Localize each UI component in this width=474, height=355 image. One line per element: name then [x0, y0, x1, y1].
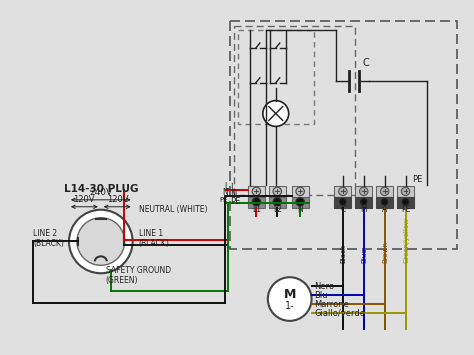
- Text: PE: PE: [412, 175, 422, 184]
- Text: M: M: [283, 288, 296, 301]
- Circle shape: [381, 187, 389, 196]
- Text: SAFETY GROUND
(GREEN): SAFETY GROUND (GREEN): [106, 266, 171, 285]
- Text: L: L: [230, 183, 235, 192]
- Circle shape: [359, 187, 368, 196]
- Text: L2: L2: [273, 205, 282, 214]
- Text: L1: L1: [252, 205, 261, 214]
- Text: PE: PE: [219, 197, 228, 203]
- Bar: [234, 26, 356, 195]
- Circle shape: [268, 277, 311, 321]
- Bar: [376, 197, 393, 208]
- Circle shape: [296, 198, 304, 206]
- Text: Blu: Blu: [315, 291, 328, 300]
- Bar: [335, 197, 351, 208]
- Bar: [269, 186, 286, 197]
- Circle shape: [402, 198, 409, 205]
- Text: LINE 1
(BLACK): LINE 1 (BLACK): [138, 229, 170, 248]
- Circle shape: [273, 198, 282, 206]
- Text: M: M: [360, 205, 367, 214]
- Text: PE: PE: [401, 205, 410, 214]
- Bar: [269, 197, 286, 208]
- Text: Marrone: Marrone: [315, 300, 349, 308]
- Bar: [397, 186, 414, 197]
- Text: N: N: [297, 205, 303, 214]
- Circle shape: [361, 198, 367, 205]
- Text: PE: PE: [230, 197, 240, 206]
- Bar: [248, 186, 265, 197]
- Bar: [397, 197, 414, 208]
- Text: Blue: Blue: [362, 248, 368, 263]
- Circle shape: [77, 218, 125, 265]
- Circle shape: [273, 187, 282, 196]
- Circle shape: [252, 187, 261, 196]
- Text: L: L: [224, 182, 228, 191]
- Text: C: C: [340, 205, 346, 214]
- Text: NEUTRAL (WHITE): NEUTRAL (WHITE): [138, 205, 207, 214]
- Text: Black: Black: [341, 244, 347, 263]
- Bar: [230, 21, 457, 250]
- Text: N: N: [222, 188, 228, 197]
- Bar: [292, 186, 309, 197]
- Text: 120V: 120V: [73, 195, 95, 204]
- Bar: [356, 186, 372, 197]
- Text: N: N: [230, 190, 237, 199]
- Text: Nero: Nero: [315, 282, 335, 291]
- Bar: [238, 30, 313, 124]
- Bar: [248, 197, 265, 208]
- Text: Brown: Brown: [383, 241, 389, 263]
- Text: 1-: 1-: [285, 301, 294, 311]
- Circle shape: [69, 210, 133, 273]
- Text: LINE 2
(BLACK): LINE 2 (BLACK): [33, 229, 64, 248]
- Bar: [376, 186, 393, 197]
- Circle shape: [401, 187, 410, 196]
- Text: 120V: 120V: [107, 195, 128, 204]
- Text: Green/yellow: Green/yellow: [403, 218, 410, 263]
- Text: A: A: [382, 205, 387, 214]
- Circle shape: [382, 198, 388, 205]
- Text: C: C: [362, 58, 369, 68]
- Circle shape: [296, 187, 304, 196]
- Text: Giallo/verde: Giallo/verde: [315, 308, 365, 317]
- Circle shape: [263, 100, 289, 126]
- Bar: [356, 197, 372, 208]
- Bar: [292, 197, 309, 208]
- Circle shape: [252, 198, 261, 206]
- Text: L14-30 PLUG: L14-30 PLUG: [64, 184, 138, 194]
- Circle shape: [338, 187, 347, 196]
- Circle shape: [340, 198, 346, 205]
- Text: 240V: 240V: [89, 188, 112, 197]
- Bar: [335, 186, 351, 197]
